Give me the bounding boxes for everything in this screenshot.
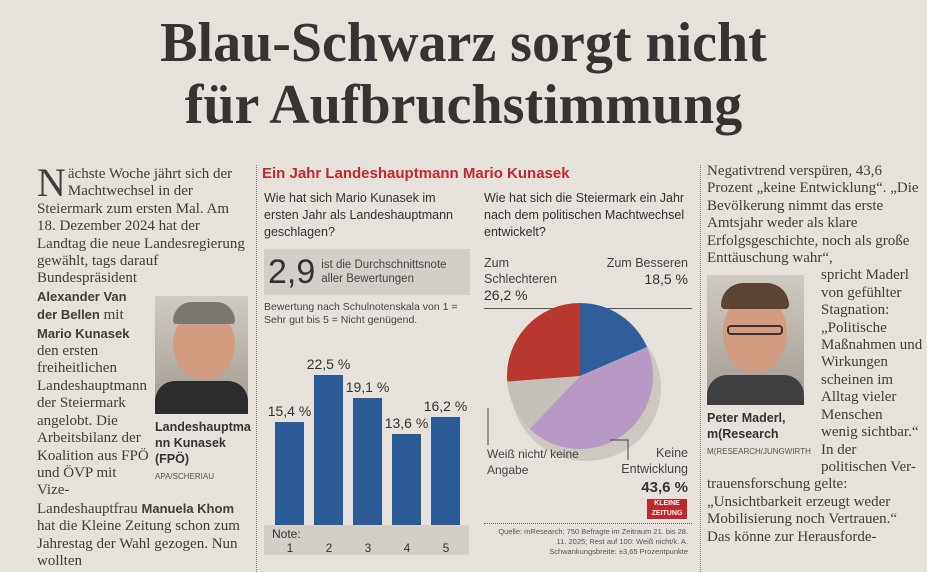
article-col4-top: Negativtrend verspüren, 43,6 Prozent „ke… xyxy=(707,163,919,267)
slice-name: Zum Schlechteren xyxy=(484,256,557,286)
text-mit: mit xyxy=(103,307,124,324)
bar-note-3 xyxy=(353,397,382,525)
x-tick-label: 3 xyxy=(364,541,372,555)
label-keine-entwicklung: Keine Entwicklung 43,6 % xyxy=(596,445,688,499)
figure-kunasek: Landeshauptmann Kunasek (FPÖ) APA/SCHERI… xyxy=(155,295,251,485)
average-text: ist die Durchschnittsnote aller Bewertun… xyxy=(321,259,447,285)
name-van-der-bellen: Alexander Van der Bellen xyxy=(37,288,127,323)
x-tick-label: 4 xyxy=(403,541,411,555)
article-col1-continued: Alexander Van der Bellen mit Mario Kunas… xyxy=(37,288,251,571)
average-value: 2,9 xyxy=(268,253,316,291)
source-note: Quelle: mResearch; 750 Befragte im Zeitr… xyxy=(498,527,688,556)
infographic-title: Ein Jahr Landeshauptmann Mario Kunasek xyxy=(262,165,570,182)
bar-note-1 xyxy=(275,422,304,525)
x-axis-label: Note: xyxy=(272,527,301,541)
caption-text: Peter Maderl, m(Research xyxy=(707,411,786,442)
bar-label: 13,6 % xyxy=(384,415,429,432)
slice-value: 26,2 % xyxy=(484,287,528,303)
x-tick-label: 2 xyxy=(325,541,333,555)
article-column-4: Negativtrend verspüren, 43,6 Prozent „ke… xyxy=(707,163,923,546)
headline-line-2: für Aufbruchstimmung xyxy=(184,74,743,136)
label-besser: Zum Besseren 18,5 % xyxy=(600,255,688,288)
bar-chart-subtitle: Bewertung nach Schulnotenskala von 1 = S… xyxy=(264,301,458,326)
text: den ersten freiheitlichen Landeshauptman… xyxy=(37,343,149,481)
slice-name: Zum Besseren xyxy=(606,256,688,270)
name-khom: Manuela Khom xyxy=(141,500,235,516)
bar-note-4 xyxy=(392,434,421,525)
headline-line-1: Blau-Schwarz sorgt nicht xyxy=(160,12,767,74)
text: trauensforschung gelte: „Unsichtbarkeit … xyxy=(707,476,898,545)
text: ÖVP mit Vize-Landeshauptfrau xyxy=(37,464,138,517)
bar-chart-header: Wie hat sich Mario Kunasek im ersten Jah… xyxy=(264,190,470,327)
text: spricht Maderl von gefühlter Stagnation:… xyxy=(821,267,923,475)
photo-credit: M(RESEARCH/JUNGWIRTH xyxy=(707,447,811,457)
slice-value: 43,6 % xyxy=(641,479,688,496)
slice-name: Keine Entwicklung xyxy=(621,446,688,476)
bar-note-5 xyxy=(431,417,460,525)
photo-caption-kunasek: Landeshauptmann Kunasek (FPÖ) APA/SCHERI… xyxy=(155,419,251,485)
label-schlechter: Zum Schlechteren 26,2 % xyxy=(484,255,579,304)
photo-caption-maderl: Peter Maderl, m(Research M(RESEARCH/JUNGW… xyxy=(707,410,813,460)
average-box: 2,9 ist die Durchschnittsnote aller Bewe… xyxy=(264,249,470,295)
bar-note-2 xyxy=(314,375,343,525)
pie-chart-question: Wie hat sich die Steiermark ein Jahr nac… xyxy=(484,191,685,239)
article-col4-continued: spricht Maderl von gefühlter Stagnation:… xyxy=(707,267,923,546)
bar-label: 19,1 % xyxy=(345,378,390,395)
kleine-zeitung-logo: KLEINE ZEITUNG xyxy=(647,499,687,519)
pie-slice-2 xyxy=(507,376,580,429)
divider xyxy=(700,165,701,572)
drop-cap: N xyxy=(37,160,66,205)
leader-line xyxy=(610,439,629,460)
divider xyxy=(256,165,257,572)
slice-value: 18,5 % xyxy=(644,271,688,287)
x-tick-label: 5 xyxy=(442,541,450,555)
figure-maderl: Peter Maderl, m(Research M(RESEARCH/JUNGW… xyxy=(707,275,813,460)
bar-label: 22,5 % xyxy=(306,356,351,372)
pie-slice-3 xyxy=(507,303,580,382)
note-axis xyxy=(264,525,469,555)
photo-kunasek xyxy=(155,295,248,414)
label-weiss-nicht: Weiß nicht/ keine Angabe xyxy=(487,447,579,477)
intro-text: ächste Woche jährt sich der Machtwechsel… xyxy=(37,166,245,287)
pie-chart xyxy=(487,303,661,461)
name-kunasek: Mario Kunasek xyxy=(37,325,130,341)
divider xyxy=(484,523,692,524)
text: hat die Kleine Zeitung schon zum Jahrest… xyxy=(37,518,240,569)
pie-slice-1 xyxy=(529,347,653,449)
caption-text: Landeshauptmann Kunasek (FPÖ) xyxy=(155,419,251,466)
photo-maderl xyxy=(707,275,804,406)
pie-slice-0 xyxy=(580,303,647,376)
photo-credit: APA/SCHERIAU xyxy=(155,471,214,481)
x-tick-label: 1 xyxy=(286,541,294,555)
bar-chart-question: Wie hat sich Mario Kunasek im ersten Jah… xyxy=(264,191,454,239)
bar-label: 16,2 % xyxy=(423,398,468,414)
bar-label: 15,4 % xyxy=(267,403,312,420)
